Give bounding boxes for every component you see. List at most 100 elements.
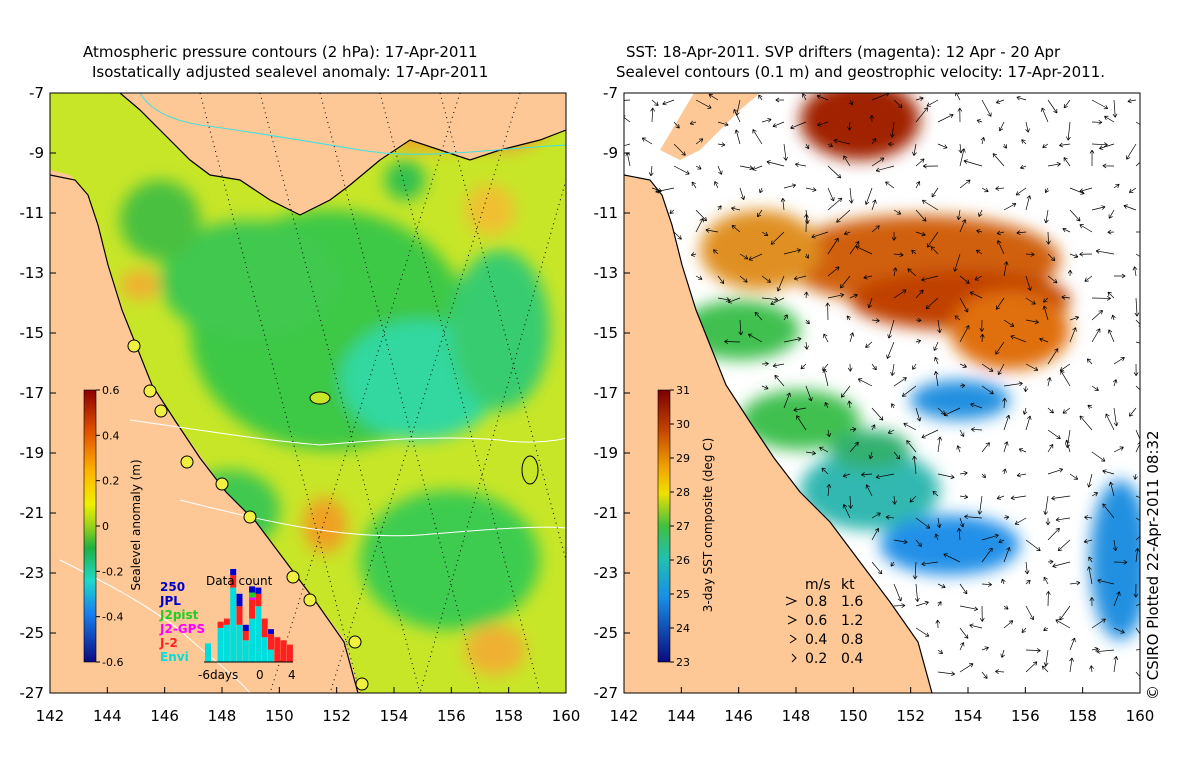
velocity-arrow	[1087, 404, 1093, 410]
velocity-arrow	[921, 275, 939, 282]
velocity-arrow	[1010, 335, 1027, 343]
velocity-arrow	[1099, 143, 1115, 150]
velocity-legend-arrow	[791, 653, 797, 663]
velocity-arrow	[981, 547, 993, 563]
velocity-arrow	[1102, 163, 1115, 169]
velocity-arrow	[775, 97, 785, 103]
velocity-arrow	[871, 561, 883, 575]
velocity-arrow	[1025, 297, 1036, 305]
velocity-arrow	[761, 117, 772, 123]
velocity-arrow	[915, 517, 931, 529]
velocity-arrow	[871, 407, 884, 421]
right-y-axis: -7 -9 -11 -13 -15 -17 -19 -21 -23 -25 -27	[594, 84, 630, 702]
velocity-arrow	[971, 427, 983, 432]
velocity-arrow	[964, 514, 983, 520]
velocity-arrow	[975, 249, 983, 255]
velocity-arrow	[1047, 253, 1056, 261]
velocity-arrow	[1108, 481, 1115, 497]
velocity-arrow	[1113, 591, 1121, 607]
velocity-arrow	[915, 407, 922, 422]
data-count-bar	[268, 649, 274, 662]
velocity-arrow	[931, 187, 939, 198]
velocity-arrow	[1107, 229, 1115, 235]
velocity-arrow	[776, 275, 785, 292]
sst-colorbar-ticks: 31 30 29 28 27 26 25 24 23	[670, 384, 690, 669]
velocity-arrow	[1069, 327, 1077, 343]
velocity-arrow	[981, 363, 994, 372]
data-count-bar	[223, 618, 230, 625]
right-y-tick-label: -27	[594, 684, 619, 702]
velocity-legend-ms: 0.8	[805, 594, 827, 610]
velocity-arrow	[1043, 495, 1049, 515]
velocity-arrow	[1129, 407, 1137, 417]
data-count-bar	[230, 587, 237, 662]
velocity-arrow	[995, 669, 1005, 674]
velocity-arrow	[804, 341, 809, 350]
velocity-arrow	[914, 583, 920, 602]
velocity-arrow	[1025, 275, 1032, 291]
velocity-arrow	[1003, 620, 1014, 629]
velocity-arrow	[901, 385, 917, 397]
sla-colorbar-tick: 0.2	[102, 475, 120, 488]
velocity-arrow	[1112, 99, 1118, 118]
velocity-arrow	[804, 253, 809, 259]
velocity-arrow	[1003, 605, 1009, 610]
left-x-tick-label: 156	[437, 707, 466, 725]
velocity-arrow	[770, 231, 785, 245]
data-count-bar	[217, 621, 224, 628]
velocity-arrow	[819, 446, 829, 453]
data-count-chart: Data count 250 -6days 0 4 JPLJ2pistJ2-GP…	[159, 569, 296, 682]
velocity-arrow	[956, 209, 962, 221]
velocity-arrow	[959, 470, 968, 476]
velocity-arrow	[959, 627, 969, 639]
velocity-arrow	[974, 275, 983, 281]
velocity-arrow	[890, 121, 895, 138]
velocity-arrow	[995, 99, 1005, 104]
velocity-arrow	[669, 209, 675, 214]
velocity-arrow	[995, 341, 1005, 355]
right-x-tick-label: 154	[954, 707, 983, 725]
velocity-arrow	[689, 120, 697, 126]
left-y-tick-label: -27	[20, 684, 45, 702]
right-y-tick-label: -15	[594, 324, 619, 342]
velocity-arrow	[1059, 605, 1071, 621]
velocity-arrow	[783, 314, 788, 321]
left-y-tick-label: -11	[20, 204, 45, 222]
velocity-arrow	[1091, 451, 1106, 462]
velocity-arrow	[811, 231, 829, 239]
velocity-arrow	[1015, 187, 1027, 196]
velocity-arrow	[1016, 472, 1027, 478]
velocity-arrow	[624, 143, 631, 147]
velocity-arrow	[827, 197, 843, 211]
velocity-arrow	[1002, 468, 1007, 475]
velocity-arrow	[842, 473, 851, 478]
sst-colorbar-tick: 23	[676, 656, 690, 669]
velocity-arrow	[1055, 517, 1071, 522]
velocity-arrow	[1113, 559, 1128, 565]
velocity-arrow	[1091, 99, 1109, 110]
velocity-legend-header-kt: kt	[841, 577, 855, 593]
velocity-legend: m/s kt 0.8 1.6 0.6 1.2 0.4 0.8 0.2 0.4	[785, 577, 863, 667]
left-pressure-contour	[129, 419, 566, 446]
velocity-arrow	[981, 385, 994, 395]
velocity-arrow	[1044, 187, 1050, 194]
velocity-arrow	[805, 385, 813, 402]
velocity-arrow	[1047, 559, 1054, 565]
velocity-arrow	[1086, 358, 1093, 365]
left-australia-land	[50, 175, 358, 693]
velocity-arrow	[731, 206, 741, 212]
left-x-tick-label: 152	[322, 707, 351, 725]
right-x-tick-label: 142	[610, 707, 639, 725]
velocity-arrow	[826, 429, 832, 438]
velocity-arrow	[717, 297, 730, 302]
right-australia-land	[624, 175, 932, 693]
velocity-arrow	[1046, 377, 1052, 387]
data-count-bar	[242, 640, 249, 662]
velocity-arrow	[915, 539, 922, 547]
velocity-arrow	[1133, 363, 1139, 376]
velocity-arrow	[957, 107, 963, 123]
velocity-arrow	[717, 275, 725, 284]
velocity-arrow	[717, 165, 723, 175]
